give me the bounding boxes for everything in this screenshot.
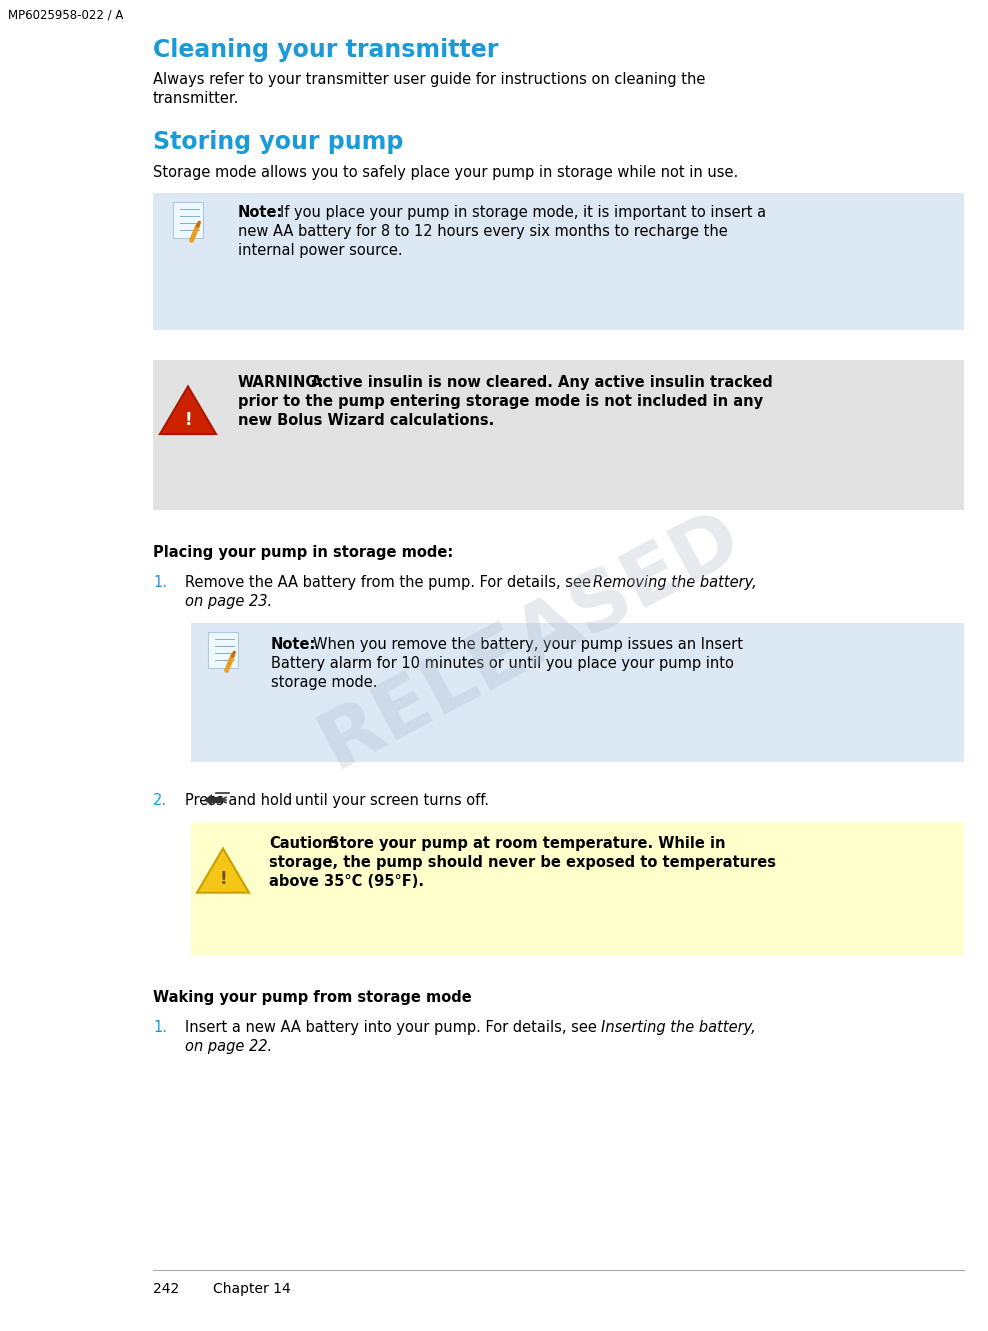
Polygon shape bbox=[204, 795, 222, 807]
Polygon shape bbox=[197, 848, 249, 893]
Text: storage, the pump should never be exposed to temperatures: storage, the pump should never be expose… bbox=[269, 855, 776, 870]
Text: Insert a new AA battery into your pump. For details, see: Insert a new AA battery into your pump. … bbox=[185, 1020, 602, 1036]
Text: on page 23.: on page 23. bbox=[185, 594, 272, 610]
Text: storage mode.: storage mode. bbox=[271, 675, 377, 689]
Text: new AA battery for 8 to 12 hours every six months to recharge the: new AA battery for 8 to 12 hours every s… bbox=[238, 224, 728, 240]
Text: 2.: 2. bbox=[153, 793, 167, 808]
Text: on page 22.: on page 22. bbox=[185, 1040, 272, 1054]
Text: prior to the pump entering storage mode is not included in any: prior to the pump entering storage mode … bbox=[238, 394, 763, 409]
Text: Removing the battery,: Removing the battery, bbox=[593, 575, 757, 590]
Text: Placing your pump in storage mode:: Placing your pump in storage mode: bbox=[153, 544, 453, 560]
Text: until your screen turns off.: until your screen turns off. bbox=[295, 793, 489, 808]
FancyBboxPatch shape bbox=[207, 632, 238, 668]
Text: Remove the AA battery from the pump. For details, see: Remove the AA battery from the pump. For… bbox=[185, 575, 596, 590]
Text: Caution:: Caution: bbox=[269, 836, 339, 851]
Text: !: ! bbox=[184, 411, 192, 429]
FancyBboxPatch shape bbox=[191, 623, 964, 763]
Text: If you place your pump in storage mode, it is important to insert a: If you place your pump in storage mode, … bbox=[280, 205, 766, 220]
FancyBboxPatch shape bbox=[153, 359, 964, 510]
FancyBboxPatch shape bbox=[153, 193, 964, 330]
Text: Press and hold: Press and hold bbox=[185, 793, 306, 808]
Text: Note:: Note: bbox=[238, 205, 284, 220]
Text: 1.: 1. bbox=[153, 1020, 167, 1036]
Text: Note:: Note: bbox=[271, 638, 316, 652]
Text: RELEASED: RELEASED bbox=[306, 496, 754, 784]
FancyBboxPatch shape bbox=[173, 202, 204, 238]
Text: 242: 242 bbox=[153, 1282, 179, 1296]
Text: Chapter 14: Chapter 14 bbox=[213, 1282, 290, 1296]
Text: Cleaning your transmitter: Cleaning your transmitter bbox=[153, 39, 498, 63]
Text: Storage mode allows you to safely place your pump in storage while not in use.: Storage mode allows you to safely place … bbox=[153, 165, 738, 180]
Text: Battery alarm for 10 minutes or until you place your pump into: Battery alarm for 10 minutes or until yo… bbox=[271, 656, 734, 671]
Text: 1.: 1. bbox=[153, 575, 167, 590]
Text: Always refer to your transmitter user guide for instructions on cleaning the: Always refer to your transmitter user gu… bbox=[153, 72, 705, 87]
Text: MP6025958-022 / A: MP6025958-022 / A bbox=[8, 8, 123, 21]
Text: Inserting the battery,: Inserting the battery, bbox=[601, 1020, 756, 1036]
Text: Waking your pump from storage mode: Waking your pump from storage mode bbox=[153, 990, 471, 1005]
Text: Storing your pump: Storing your pump bbox=[153, 130, 403, 154]
Text: internal power source.: internal power source. bbox=[238, 244, 403, 258]
Text: above 35°C (95°F).: above 35°C (95°F). bbox=[269, 874, 424, 889]
Text: WARNING:: WARNING: bbox=[238, 375, 324, 390]
FancyBboxPatch shape bbox=[191, 823, 964, 956]
Text: transmitter.: transmitter. bbox=[153, 91, 239, 106]
Text: new Bolus Wizard calculations.: new Bolus Wizard calculations. bbox=[238, 413, 494, 429]
Text: Active insulin is now cleared. Any active insulin tracked: Active insulin is now cleared. Any activ… bbox=[311, 375, 773, 390]
Polygon shape bbox=[160, 386, 216, 434]
Text: Store your pump at room temperature. While in: Store your pump at room temperature. Whi… bbox=[329, 836, 725, 851]
Text: When you remove the battery, your pump issues an Insert: When you remove the battery, your pump i… bbox=[313, 638, 743, 652]
Text: !: ! bbox=[219, 870, 227, 888]
